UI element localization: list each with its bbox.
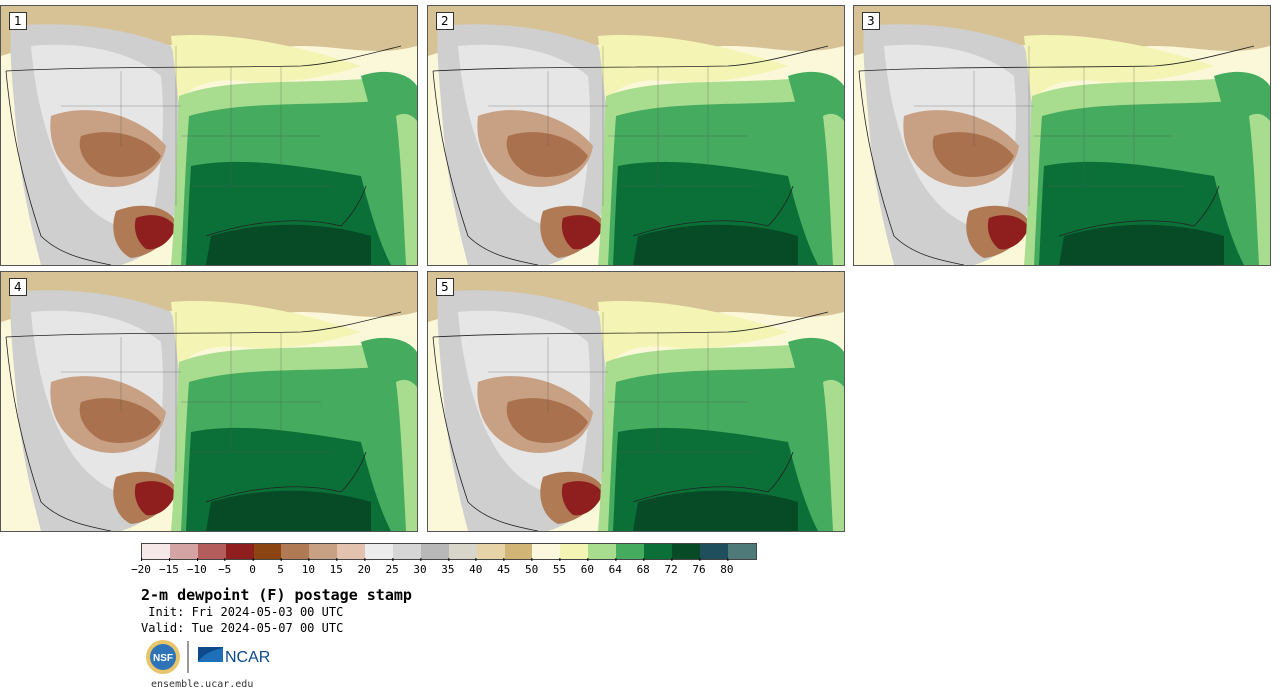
- figure-title: 2-m dewpoint (F) postage stamp: [141, 586, 412, 604]
- colorbar-swatch: [699, 544, 728, 559]
- colorbar: [141, 543, 757, 560]
- colorbar-tick-label: 25: [385, 558, 399, 576]
- colorbar-tick-label: 20: [358, 558, 371, 576]
- colorbar-swatch: [671, 544, 700, 559]
- colorbar-tick-label: 35: [441, 558, 455, 576]
- colorbar-swatch: [142, 544, 170, 559]
- nsf-logo-text: NSF: [153, 653, 173, 664]
- stamp-number: 4: [9, 278, 27, 296]
- colorbar-tick-label: 50: [525, 558, 538, 576]
- colorbar-tick-label: 15: [330, 558, 343, 576]
- dewpoint-map-5: [428, 272, 844, 531]
- colorbar-tick-label: 68: [637, 558, 650, 576]
- colorbar-swatch: [727, 544, 756, 559]
- stamp-number: 2: [436, 12, 454, 30]
- colorbar-swatch: [309, 544, 338, 559]
- colorbar-swatch: [393, 544, 421, 559]
- init-time: Init: Fri 2024-05-03 00 UTC: [141, 605, 344, 619]
- colorbar-swatch: [560, 544, 589, 559]
- colorbar-swatch: [365, 544, 394, 559]
- colorbar-swatch: [197, 544, 226, 559]
- colorbar-swatch: [532, 544, 561, 559]
- colorbar-tick-label: 80: [720, 558, 734, 576]
- dewpoint-map-3: [854, 6, 1270, 265]
- colorbar-tick-label: 10: [302, 558, 315, 576]
- site-url: ensemble.ucar.edu: [151, 679, 254, 690]
- colorbar-tick-label: 45: [497, 558, 510, 576]
- dewpoint-map-4: [1, 272, 417, 531]
- stamp-map-3: 3: [853, 5, 1271, 266]
- valid-time: Valid: Tue 2024-05-07 00 UTC: [141, 621, 344, 635]
- colorbar-tick-label: −20: [131, 558, 151, 576]
- colorbar-tick-label: 0: [249, 558, 256, 576]
- dewpoint-map-2: [428, 6, 844, 265]
- colorbar-tick-label: 72: [664, 558, 678, 576]
- colorbar-swatch: [476, 544, 505, 559]
- colorbar-swatch: [644, 544, 672, 559]
- colorbar-swatch: [169, 544, 198, 559]
- colorbar-tick-label: 60: [581, 558, 594, 576]
- stamp-map-4: 4: [0, 271, 418, 532]
- stamp-number: 5: [436, 278, 454, 296]
- stamp-number: 3: [862, 12, 880, 30]
- colorbar-swatch: [281, 544, 310, 559]
- stamp-map-1: 1: [0, 5, 418, 266]
- colorbar-swatch: [253, 544, 282, 559]
- stamp-map-5: 5: [427, 271, 845, 532]
- colorbar-tick-label: 5: [277, 558, 284, 576]
- colorbar-tick-label: 76: [692, 558, 706, 576]
- stamp-map-2: 2: [427, 5, 845, 266]
- stamp-number: 1: [9, 12, 27, 30]
- colorbar-swatch: [420, 544, 449, 559]
- ncar-logo-text: NCAR: [225, 649, 270, 666]
- dewpoint-map-1: [1, 6, 417, 265]
- colorbar-tick-label: −10: [187, 558, 207, 576]
- colorbar-swatch: [588, 544, 617, 559]
- colorbar-swatch: [337, 544, 366, 559]
- colorbar-tick-label: 55: [553, 558, 566, 576]
- colorbar-swatch: [504, 544, 533, 559]
- colorbar-swatch: [616, 544, 645, 559]
- colorbar-swatch: [448, 544, 477, 559]
- colorbar-tick-label: 30: [413, 558, 427, 576]
- colorbar-ticks: −20 −15 −10 −5 0 5 10 15 20 25 30 35 40 45 50 55 60 64 68 7…: [131, 558, 757, 578]
- colorbar-tick-label: 40: [469, 558, 482, 576]
- colorbar-tick-label: −15: [159, 558, 179, 576]
- ncar-logo: NCAR: [198, 647, 270, 666]
- logos: NSF NCAR: [145, 638, 275, 676]
- colorbar-tick-label: −5: [218, 558, 231, 576]
- colorbar-swatch: [225, 544, 254, 559]
- colorbar-tick-label: 64: [609, 558, 622, 576]
- nsf-logo: NSF: [146, 640, 180, 674]
